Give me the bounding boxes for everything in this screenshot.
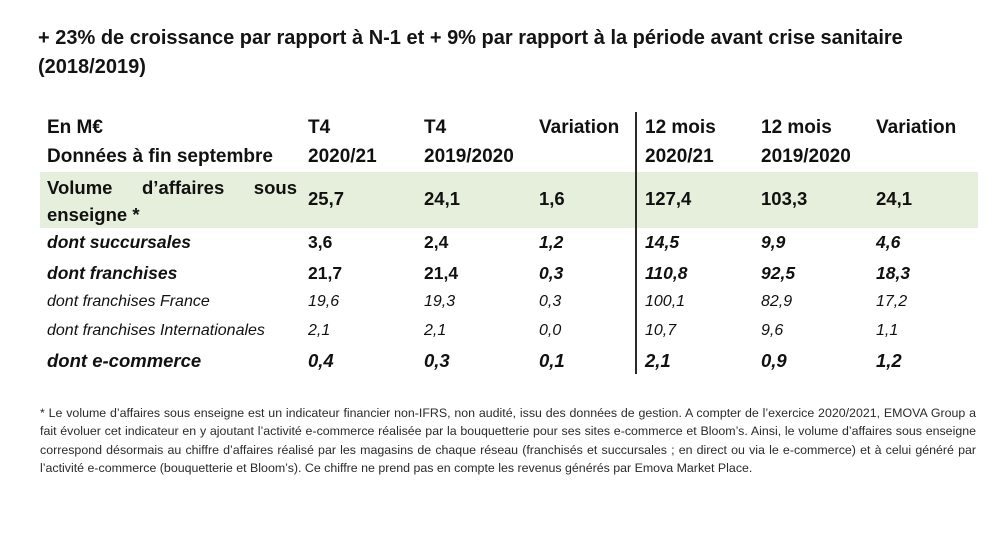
cell-volume-12m-current: 127,4 [645,188,692,209]
cell-franchises-12m-variation: 18,3 [876,263,911,283]
cell-volume-t4-previous: 24,1 [424,188,461,209]
cell-franchises-12m-current: 110,8 [645,263,688,283]
cell-intl-12m-previous: 9,6 [761,322,784,339]
cell-ecommerce-t4-current: 0,4 [308,350,334,371]
cell-france-12m-variation: 17,2 [876,293,908,310]
cell-ecommerce-12m-previous: 0,9 [761,350,787,371]
cell-franchises-t4-current: 21,7 [308,263,343,283]
header-12m-previous-line2: 2019/2020 [761,146,851,167]
cell-volume-12m-variation: 24,1 [876,188,913,209]
cell-intl-12m-variation: 1,1 [876,322,899,339]
cell-ecommerce-t4-previous: 0,3 [424,350,450,371]
row-label-volume: Volume d’affaires sous enseigne * [47,177,297,225]
cell-succursales-variation: 1,2 [539,232,564,252]
header-t4-current-line1: T4 [308,117,331,138]
cell-intl-variation: 0,0 [539,322,562,339]
cell-succursales-12m-current: 14,5 [645,232,680,252]
header-date-note: Données à fin septembre [47,146,273,167]
cell-volume-12m-previous: 103,3 [761,188,808,209]
page-title: + 23% de croissance par rapport à N-1 et… [38,27,903,78]
cell-intl-t4-previous: 2,1 [424,322,447,339]
footnote: * Le volume d’affaires sous enseigne est… [40,406,976,476]
row-label-ecommerce: dont e-commerce [47,350,202,371]
header-variation-12m: Variation [876,117,957,138]
row-label-franchises-france: dont franchises France [47,293,210,310]
header-variation-quarter: Variation [539,117,620,138]
cell-intl-t4-current: 2,1 [308,322,331,339]
cell-france-12m-previous: 82,9 [761,293,793,310]
header-t4-previous-line1: T4 [424,117,447,138]
cell-ecommerce-12m-variation: 1,2 [876,350,902,371]
header-12m-previous-line1: 12 mois [761,117,832,138]
cell-volume-variation: 1,6 [539,188,565,209]
header-12m-current-line2: 2020/21 [645,146,714,167]
cell-succursales-t4-current: 3,6 [308,232,333,252]
cell-franchises-t4-previous: 21,4 [424,263,459,283]
cell-ecommerce-12m-current: 2,1 [645,350,671,371]
cell-ecommerce-variation: 0,1 [539,350,565,371]
cell-france-t4-previous: 19,3 [424,293,456,310]
header-unit: En M€ [47,117,103,138]
row-label-franchises-internationales: dont franchises Internationales [47,322,265,339]
row-label-franchises: dont franchises [47,263,178,283]
cell-succursales-12m-previous: 9,9 [761,232,786,252]
header-t4-current-line2: 2020/21 [308,146,377,167]
cell-france-t4-current: 19,6 [308,293,340,310]
header-t4-previous-line2: 2019/2020 [424,146,514,167]
cell-france-variation: 0,3 [539,293,562,310]
cell-volume-t4-current: 25,7 [308,188,345,209]
cell-intl-12m-current: 10,7 [645,322,677,339]
cell-succursales-t4-previous: 2,4 [424,232,449,252]
header-12m-current-line1: 12 mois [645,117,716,138]
row-label-succursales: dont succursales [47,232,191,252]
cell-france-12m-current: 100,1 [645,293,686,310]
column-divider [635,112,637,374]
cell-franchises-variation: 0,3 [539,263,564,283]
highlight-row-background [40,172,978,228]
cell-franchises-12m-previous: 92,5 [761,263,796,283]
cell-succursales-12m-variation: 4,6 [876,232,901,252]
